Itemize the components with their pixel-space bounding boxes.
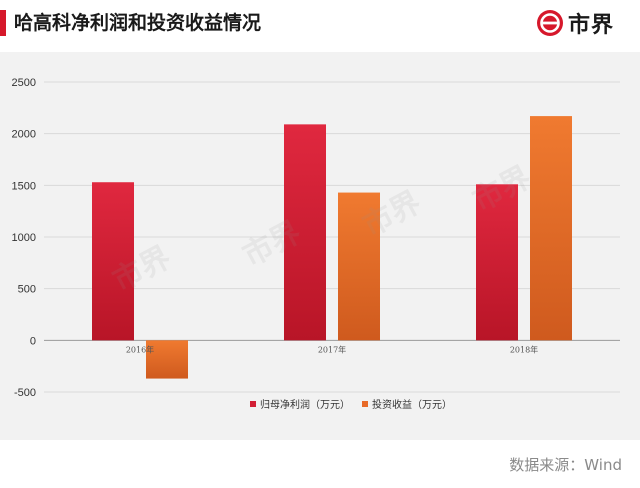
- y-tick-label: -500: [14, 387, 36, 399]
- x-tick-label: 2016年: [126, 344, 154, 354]
- bar-investment-0: [146, 340, 188, 379]
- bar-chart: -500 0 500 1000 1500 2000 2500 2016年 2017年 2018年归…: [12, 77, 620, 411]
- y-tick-label: 1500: [12, 180, 36, 192]
- title-accent-bar: [0, 10, 6, 36]
- brand-logo: 市界: [536, 8, 614, 38]
- bar-net-profit-0: [92, 182, 134, 341]
- x-tick-label: 2017年: [318, 344, 346, 354]
- legend-label: 投资收益（万元）: [372, 398, 452, 411]
- legend-swatch: [362, 401, 368, 407]
- bar-net-profit-1: [284, 124, 326, 341]
- x-tick-label: 2018年: [510, 344, 538, 354]
- page-title: 哈高科净利润和投资收益情况: [14, 12, 262, 34]
- footer: 数据来源：Wind: [0, 440, 640, 488]
- bar-net-profit-2: [476, 184, 518, 341]
- legend-swatch: [250, 401, 256, 407]
- bar-investment-1: [338, 192, 380, 341]
- legend-label: 归母净利润（万元）: [260, 398, 350, 411]
- bar-investment-2: [530, 116, 572, 341]
- logo-icon: [537, 10, 563, 36]
- y-tick-label: 2000: [12, 129, 36, 141]
- logo-text: 市界: [568, 13, 615, 38]
- data-source: 数据来源：Wind: [509, 456, 622, 474]
- y-tick-label: 2500: [12, 77, 36, 89]
- y-tick-label: 500: [18, 284, 36, 296]
- header: 哈高科净利润和投资收益情况 市界: [0, 0, 640, 52]
- y-tick-label: 1000: [12, 232, 36, 244]
- y-tick-label: 0: [30, 335, 36, 347]
